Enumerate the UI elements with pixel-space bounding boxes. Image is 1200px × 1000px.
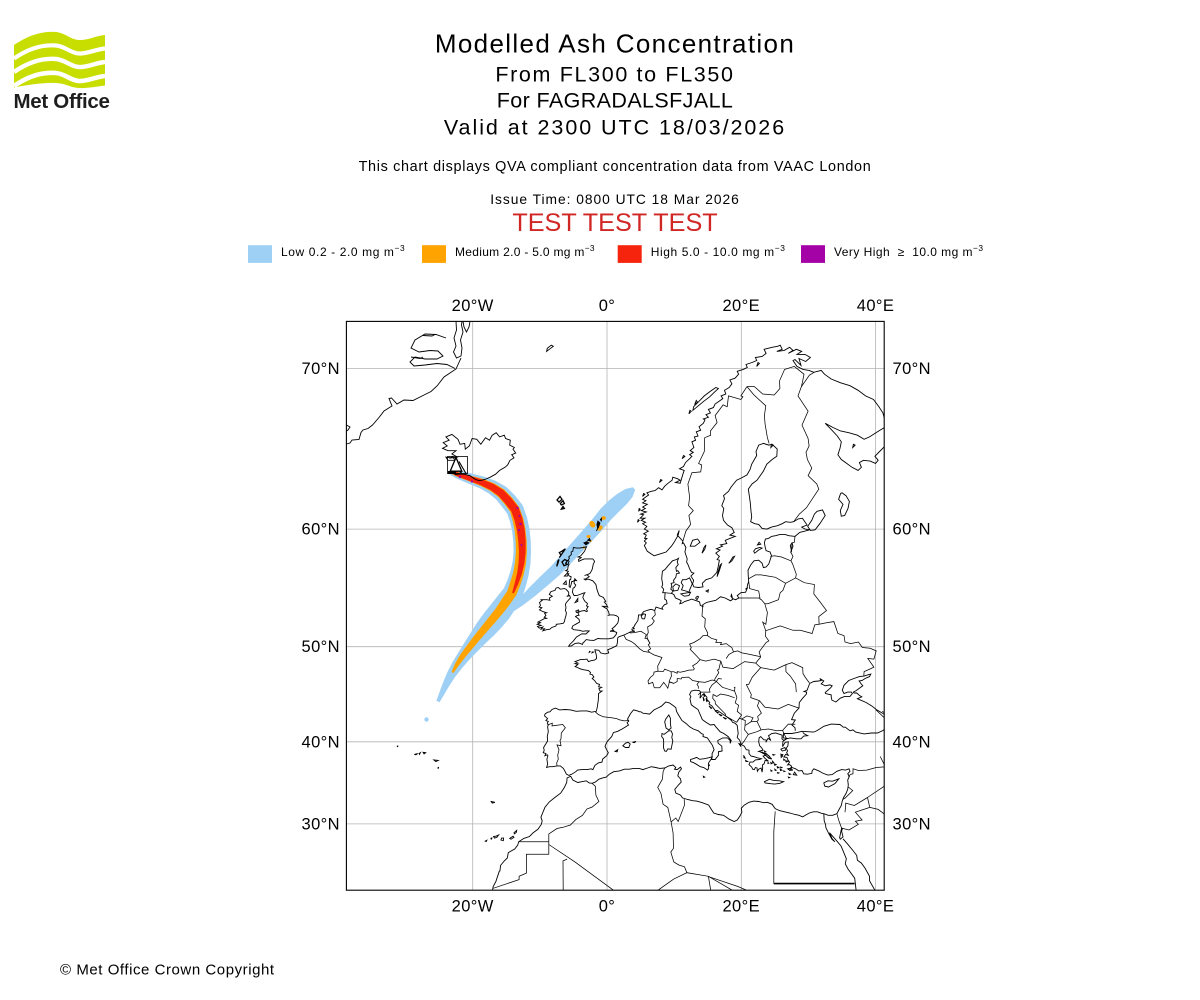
svg-text:40°E: 40°E <box>857 297 895 315</box>
svg-text:30°N: 30°N <box>302 815 340 833</box>
svg-text:40°E: 40°E <box>857 898 895 916</box>
svg-text:50°N: 50°N <box>302 638 340 656</box>
svg-text:40°N: 40°N <box>893 733 931 751</box>
svg-text:Medium 2.0 - 5.0 mg m−3: Medium 2.0 - 5.0 mg m−3 <box>455 243 595 259</box>
svg-text:© Met Office Crown Copyright: © Met Office Crown Copyright <box>60 962 275 979</box>
svg-text:20°E: 20°E <box>722 297 760 315</box>
svg-text:30°N: 30°N <box>893 815 931 833</box>
svg-text:20°W: 20°W <box>452 898 494 916</box>
svg-text:Valid at 2300 UTC 18/03/2026: Valid at 2300 UTC 18/03/2026 <box>444 116 786 140</box>
svg-text:0°: 0° <box>599 297 616 315</box>
svg-text:High 5.0 - 10.0 mg m−3: High 5.0 - 10.0 mg m−3 <box>651 243 786 259</box>
svg-text:20°E: 20°E <box>722 898 760 916</box>
svg-text:70°N: 70°N <box>302 360 340 378</box>
svg-text:Modelled Ash Concentration: Modelled Ash Concentration <box>435 29 795 59</box>
svg-text:Met Office: Met Office <box>14 90 110 113</box>
svg-text:Issue Time: 0800 UTC 18 Mar 20: Issue Time: 0800 UTC 18 Mar 2026 <box>490 192 740 207</box>
svg-text:0°: 0° <box>599 898 616 916</box>
svg-text:This chart displays QVA compli: This chart displays QVA compliant concen… <box>359 159 872 175</box>
svg-text:40°N: 40°N <box>302 733 340 751</box>
svg-text:50°N: 50°N <box>893 638 931 656</box>
svg-text:For FAGRADALSFJALL: For FAGRADALSFJALL <box>497 89 734 113</box>
svg-text:60°N: 60°N <box>893 521 931 539</box>
svg-text:From FL300 to FL350: From FL300 to FL350 <box>495 63 734 87</box>
svg-text:Very High ≥ 10.0 mg m−3: Very High ≥ 10.0 mg m−3 <box>834 243 983 259</box>
svg-text:20°W: 20°W <box>452 297 494 315</box>
svg-text:Low 0.2 - 2.0 mg m−3: Low 0.2 - 2.0 mg m−3 <box>281 243 405 259</box>
svg-text:70°N: 70°N <box>893 360 931 378</box>
svg-text:60°N: 60°N <box>302 521 340 539</box>
svg-text:TEST TEST TEST: TEST TEST TEST <box>512 209 717 237</box>
